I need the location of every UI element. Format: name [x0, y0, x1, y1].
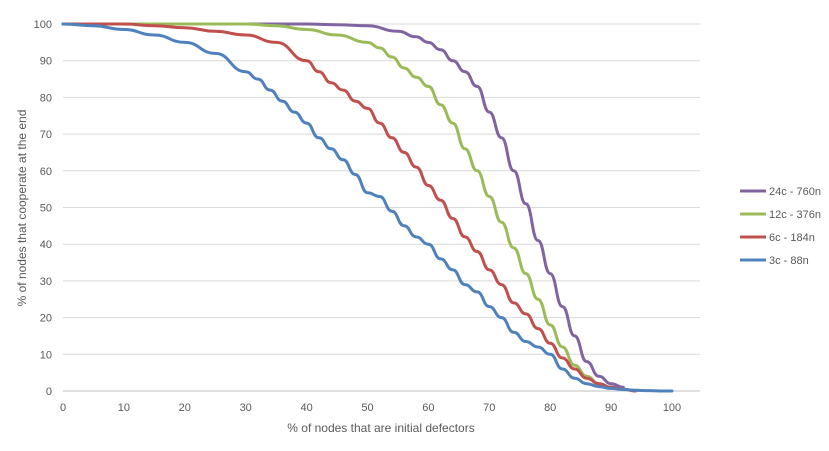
y-tick-label: 30	[40, 276, 52, 288]
x-tick-label: 30	[240, 402, 252, 414]
y-tick-label: 100	[34, 19, 52, 31]
y-tick-label: 0	[46, 386, 52, 398]
y-tick-label: 10	[40, 349, 52, 361]
x-tick-label: 20	[179, 402, 191, 414]
x-tick-label: 0	[60, 402, 66, 414]
y-axis-title: % of nodes that cooperate at the end	[15, 110, 29, 307]
x-tick-label: 50	[361, 402, 373, 414]
y-axis: 0 10 20 30 40 50 60 70 80 90 100	[34, 19, 52, 398]
legend: 24c - 760n 12c - 376n 6c - 184n 3c - 88n	[740, 186, 821, 267]
legend-label: 24c - 760n	[769, 186, 821, 198]
y-tick-label: 90	[40, 56, 52, 68]
y-tick-label: 50	[40, 203, 52, 215]
y-tick-label: 20	[40, 313, 52, 325]
y-tick-label: 80	[40, 92, 52, 104]
x-tick-label: 90	[605, 402, 617, 414]
x-tick-label: 70	[483, 402, 495, 414]
x-tick-label: 60	[422, 402, 434, 414]
series-lines	[61, 22, 674, 393]
x-tick-label: 100	[663, 402, 681, 414]
series-line	[61, 22, 625, 389]
y-tick-label: 40	[40, 239, 52, 251]
series-line	[61, 22, 637, 393]
x-tick-label: 10	[118, 402, 130, 414]
series-line	[61, 22, 637, 393]
x-tick-label: 80	[544, 402, 556, 414]
gridlines	[63, 23, 700, 392]
series-line	[61, 22, 674, 393]
legend-label: 6c - 184n	[769, 232, 815, 244]
x-tick-label: 40	[300, 402, 312, 414]
y-tick-label: 70	[40, 129, 52, 141]
legend-label: 3c - 88n	[769, 255, 809, 267]
legend-label: 12c - 376n	[769, 209, 821, 221]
y-tick-label: 60	[40, 166, 52, 178]
x-axis: 0 10 20 30 40 50 60 70 80 90 100	[60, 402, 681, 414]
x-axis-title: % of nodes that are initial defectors	[287, 421, 474, 435]
